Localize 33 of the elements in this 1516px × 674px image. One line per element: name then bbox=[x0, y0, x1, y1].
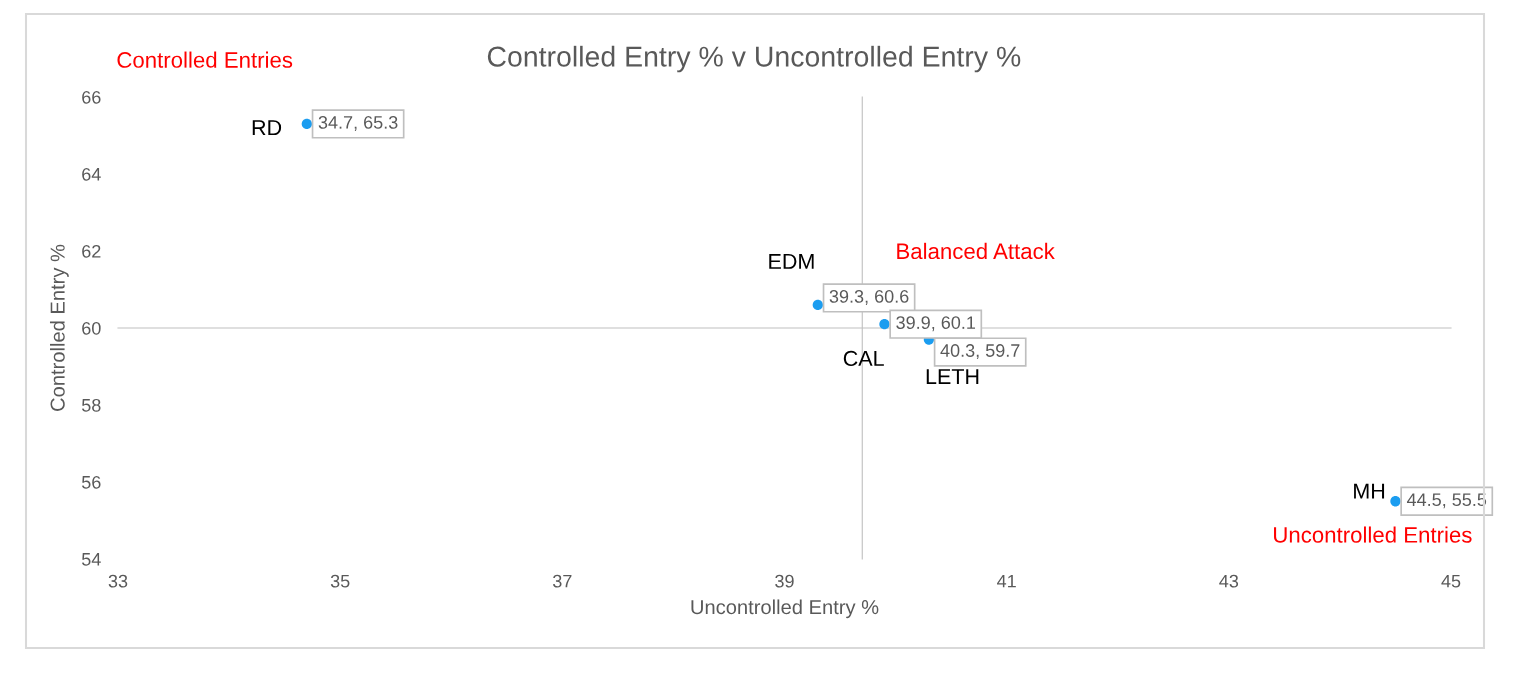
x-tick-label: 37 bbox=[552, 574, 572, 588]
x-tick-label: 33 bbox=[108, 574, 128, 588]
point bbox=[301, 118, 312, 130]
text: Controlled Entries bbox=[117, 51, 293, 68]
y-tick-label: 54 bbox=[81, 553, 101, 566]
data-label: 34.7, 65.3 bbox=[318, 116, 398, 131]
annotation: MH bbox=[1354, 483, 1385, 499]
y-tick-label: 60 bbox=[82, 321, 101, 335]
data-label: 39.9, 60.1 bbox=[896, 316, 976, 332]
y-tick-label: 66 bbox=[82, 90, 101, 104]
annotation: Uncontrolled Entries bbox=[1274, 526, 1472, 543]
y-tick-label: 56 bbox=[81, 475, 101, 489]
annotation: EDM bbox=[769, 253, 814, 269]
data-label: 40.3, 59.7 bbox=[940, 344, 1020, 360]
point bbox=[879, 319, 890, 330]
data-label: 39.3, 60.6 bbox=[829, 290, 909, 305]
y-tick-label: 58 bbox=[81, 398, 101, 412]
x-axis-title: Uncontrolled Entry % bbox=[691, 599, 879, 619]
y-tick-label: 64 bbox=[82, 167, 101, 181]
point bbox=[1390, 496, 1401, 507]
x-tick-label: 35 bbox=[330, 574, 350, 588]
x-tick-label: 41 bbox=[997, 574, 1016, 588]
annotation: RD bbox=[252, 120, 282, 136]
x-tick-label: 43 bbox=[1219, 574, 1239, 588]
x-tick-label: 45 bbox=[1441, 574, 1461, 588]
y-tick-label: 62 bbox=[82, 244, 101, 258]
point bbox=[812, 299, 823, 311]
x-tick-label: 39 bbox=[775, 574, 794, 588]
annotation: LETH bbox=[926, 369, 979, 385]
y-axis-title: Controlled Entry % bbox=[49, 244, 69, 411]
annotation: Balanced Attack bbox=[897, 242, 1055, 260]
annotation: CAL bbox=[843, 350, 884, 367]
chart-title: Controlled Entry % v Uncontrolled Entry % bbox=[487, 45, 1021, 73]
